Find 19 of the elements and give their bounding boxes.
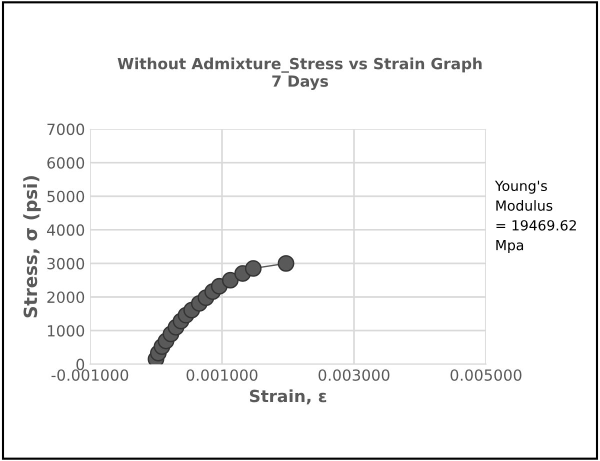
y-tick-label: 5000 — [47, 190, 84, 202]
chart-title: Without Admixture_Stress vs Strain Graph 7 Days — [118, 58, 482, 90]
point — [278, 255, 294, 272]
x-tick-label: -0.001000 — [52, 369, 128, 381]
x-tick-label: 0.005000 — [450, 369, 522, 381]
x-tick-label: 0.001000 — [186, 369, 258, 381]
y-tick-label: 0 — [76, 358, 84, 370]
point — [244, 260, 262, 277]
y-tick-label: 6000 — [47, 157, 84, 169]
y-tick-label: 1000 — [48, 325, 84, 337]
y-tick-label: 7000 — [48, 124, 84, 136]
text: Young's Modulus = 19469.62 Mpa — [494, 180, 576, 254]
point — [222, 272, 239, 289]
x-tick-label: 0.003000 — [318, 369, 390, 381]
y-axis-title: Stress, σ (psi) — [23, 176, 41, 318]
x-axis-title: Strain, ε — [250, 389, 326, 404]
y-tick-label: 4000 — [47, 224, 84, 236]
y-tick-label: 3000 — [47, 258, 84, 270]
y-tick-label: 2000 — [47, 291, 84, 304]
